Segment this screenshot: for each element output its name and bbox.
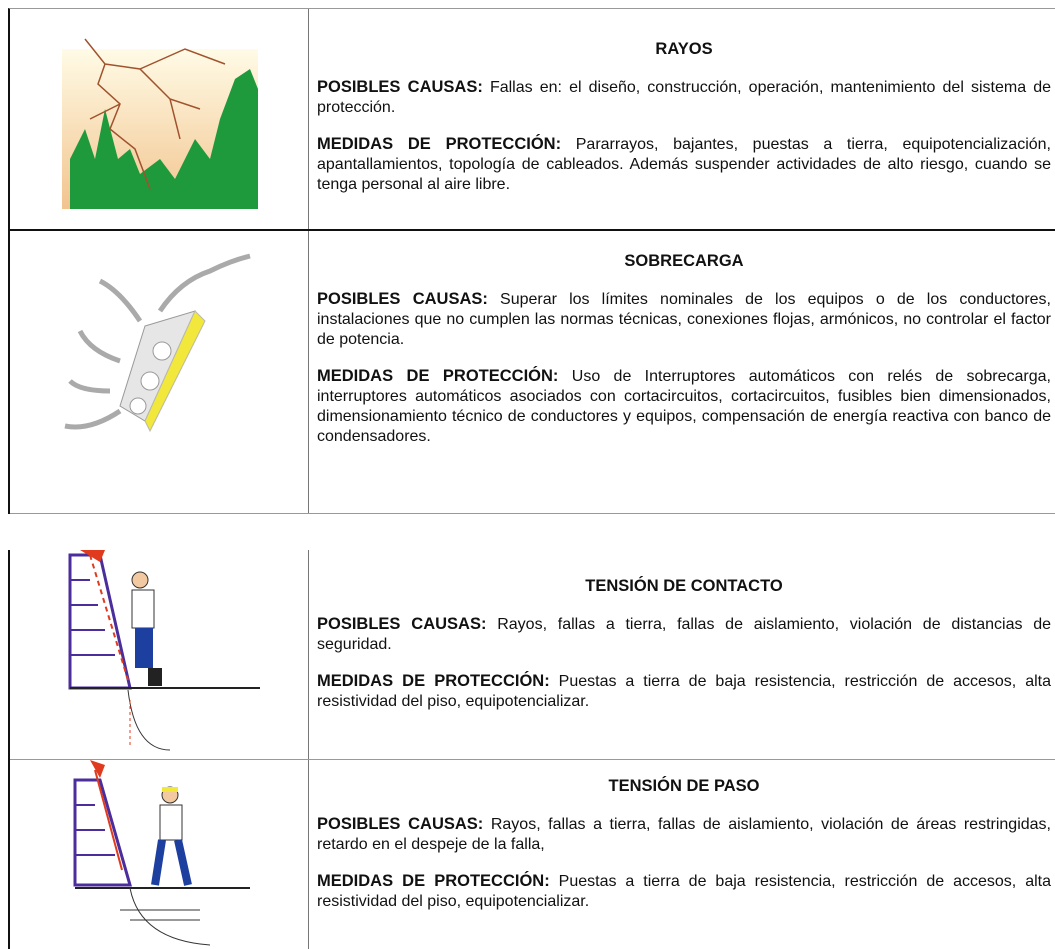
row-title: SOBRECARGA xyxy=(624,252,744,270)
contact-voltage-illustration xyxy=(68,550,260,751)
image-cell xyxy=(10,9,309,229)
table-top: RAYOS POSIBLES CAUSAS: Fallas en: el dis… xyxy=(8,8,1055,514)
causes: POSIBLES CAUSAS: Superar los límites nom… xyxy=(317,289,1051,350)
row: SOBRECARGA POSIBLES CAUSAS: Superar los … xyxy=(10,231,1055,514)
table-bottom: TENSIÓN DE CONTACTO POSIBLES CAUSAS: Ray… xyxy=(8,550,1055,949)
row-title: TENSIÓN DE CONTACTO xyxy=(585,577,783,595)
text-cell: SOBRECARGA POSIBLES CAUSAS: Superar los … xyxy=(309,231,1055,513)
measures: MEDIDAS DE PROTECCIÓN: Pararrayos, bajan… xyxy=(317,134,1051,195)
row-title: RAYOS xyxy=(655,40,713,58)
text-cell: TENSIÓN DE CONTACTO POSIBLES CAUSAS: Ray… xyxy=(309,550,1055,759)
text-cell: RAYOS POSIBLES CAUSAS: Fallas en: el dis… xyxy=(309,9,1055,229)
row: RAYOS POSIBLES CAUSAS: Fallas en: el dis… xyxy=(10,9,1055,231)
row-title: TENSIÓN DE PASO xyxy=(608,777,760,795)
text: Fallas en: el diseño, construcción, oper… xyxy=(317,79,1052,116)
row: TENSIÓN DE CONTACTO POSIBLES CAUSAS: Ray… xyxy=(10,550,1055,760)
causes: POSIBLES CAUSAS: Rayos, fallas a tierra,… xyxy=(317,614,1051,655)
text: Rayos, fallas a tierra, fallas de aislam… xyxy=(317,616,1052,653)
image-cell xyxy=(10,550,309,759)
row: TENSIÓN DE PASO POSIBLES CAUSAS: Rayos, … xyxy=(10,760,1055,949)
label: POSIBLES CAUSAS: xyxy=(317,78,483,96)
causes: POSIBLES CAUSAS: Fallas en: el diseño, c… xyxy=(317,77,1051,118)
text-cell: TENSIÓN DE PASO POSIBLES CAUSAS: Rayos, … xyxy=(309,760,1055,949)
text: Rayos, fallas a tierra, fallas de aislam… xyxy=(317,816,1051,853)
text: Puestas a tierra de baja resistencia, re… xyxy=(317,673,1051,710)
step-voltage-illustration xyxy=(73,760,250,946)
text: Pararrayos, bajantes, puestas a tierra, … xyxy=(317,136,1051,193)
lightning-illustration xyxy=(62,38,258,209)
text: Superar los límites nominales de los equ… xyxy=(317,291,1051,348)
label: MEDIDAS DE PROTECCIÓN: xyxy=(317,135,562,153)
measures: MEDIDAS DE PROTECCIÓN: Puestas a tierra … xyxy=(317,671,1051,712)
label: POSIBLES CAUSAS: xyxy=(317,615,487,633)
measures: MEDIDAS DE PROTECCIÓN: Uso de Interrupto… xyxy=(317,366,1051,447)
label: POSIBLES CAUSAS: xyxy=(317,815,484,833)
label: MEDIDAS DE PROTECCIÓN: xyxy=(317,872,550,890)
text: Puestas a tierra de baja resistencia, re… xyxy=(317,873,1051,910)
text: Uso de Interruptores automáticos con rel… xyxy=(317,368,1051,445)
label: MEDIDAS DE PROTECCIÓN: xyxy=(317,367,559,385)
label: MEDIDAS DE PROTECCIÓN: xyxy=(317,672,550,690)
overload-illustration xyxy=(64,253,251,433)
measures: MEDIDAS DE PROTECCIÓN: Puestas a tierra … xyxy=(317,871,1051,912)
image-cell xyxy=(10,760,309,949)
causes: POSIBLES CAUSAS: Rayos, fallas a tierra,… xyxy=(317,814,1051,855)
image-cell xyxy=(10,231,309,513)
label: POSIBLES CAUSAS: xyxy=(317,290,488,308)
